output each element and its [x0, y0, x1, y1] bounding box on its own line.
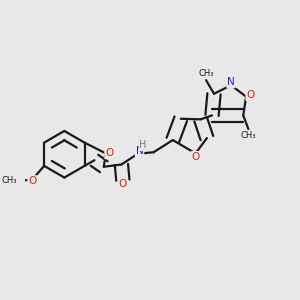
Text: O: O: [105, 148, 113, 158]
Text: CH₃: CH₃: [241, 131, 256, 140]
Text: CH₃: CH₃: [198, 69, 214, 78]
Text: N: N: [227, 77, 235, 87]
Text: CH₃: CH₃: [2, 176, 17, 185]
Text: O: O: [246, 90, 254, 100]
Text: O: O: [28, 176, 36, 186]
Text: H: H: [139, 140, 147, 150]
Text: O: O: [191, 152, 200, 162]
Text: O: O: [119, 178, 127, 188]
Text: N: N: [136, 146, 143, 156]
